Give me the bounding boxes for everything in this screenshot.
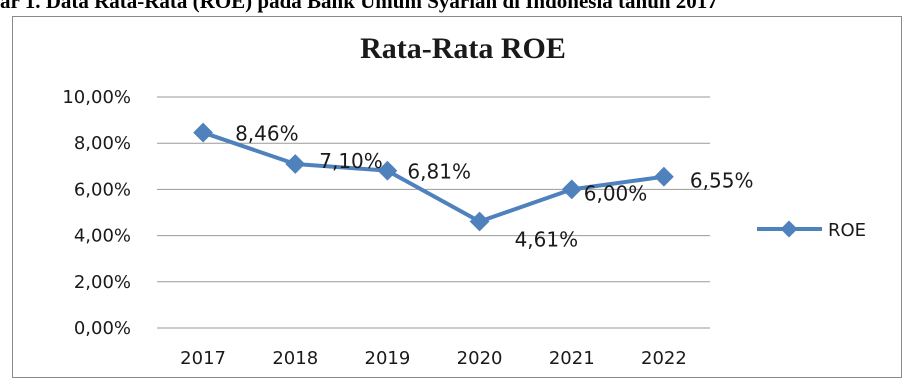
legend-label: ROE xyxy=(828,220,866,241)
data-point-marker xyxy=(285,154,306,174)
x-tick-label: 2020 xyxy=(457,348,503,369)
series-line-roe xyxy=(202,130,665,224)
data-point-marker xyxy=(193,122,213,143)
y-tick-label: 6,00% xyxy=(74,179,131,200)
data-label: 4,61% xyxy=(515,228,579,252)
data-point-marker xyxy=(469,211,490,232)
data-point-marker xyxy=(561,179,582,200)
chart-frame xyxy=(12,16,902,378)
data-label: 7,10% xyxy=(319,149,383,173)
x-axis-ticks: 2017 2018 2019 2020 2021 2022 xyxy=(180,348,687,369)
x-tick-label: 2018 xyxy=(272,348,318,369)
y-tick-label: 2,00% xyxy=(74,272,131,293)
x-tick-label: 2019 xyxy=(365,348,411,369)
legend: ROE xyxy=(757,220,866,241)
data-label: 6,55% xyxy=(690,169,754,193)
x-tick-label: 2017 xyxy=(180,348,226,369)
grid-lines xyxy=(157,96,710,329)
figure-caption: ar 1. Data Rata-Rata (ROE) pada Bank Umu… xyxy=(0,0,718,13)
y-tick-label: 8,00% xyxy=(74,133,131,154)
data-point-marker xyxy=(654,166,674,187)
x-tick-label: 2021 xyxy=(549,348,595,369)
data-label: 6,81% xyxy=(407,160,471,184)
data-label: 6,00% xyxy=(584,181,648,205)
data-labels: 8,46% 7,10% 6,81% 4,61%6,00% 6,55% xyxy=(235,122,753,252)
x-tick-label: 2022 xyxy=(641,348,687,369)
y-axis-ticks: 0,00% 2,00% 4,00% 6,00% 8,00% 10,00% xyxy=(62,87,131,339)
chart-title: Rata-Rata ROE xyxy=(360,32,566,65)
legend-marker xyxy=(780,220,798,238)
data-label: 8,46% xyxy=(235,122,299,146)
series-roe xyxy=(193,122,674,232)
data-point-marker xyxy=(377,160,398,181)
y-tick-label: 0,00% xyxy=(74,318,131,339)
y-tick-label: 10,00% xyxy=(62,87,131,108)
y-tick-label: 4,00% xyxy=(74,226,131,247)
